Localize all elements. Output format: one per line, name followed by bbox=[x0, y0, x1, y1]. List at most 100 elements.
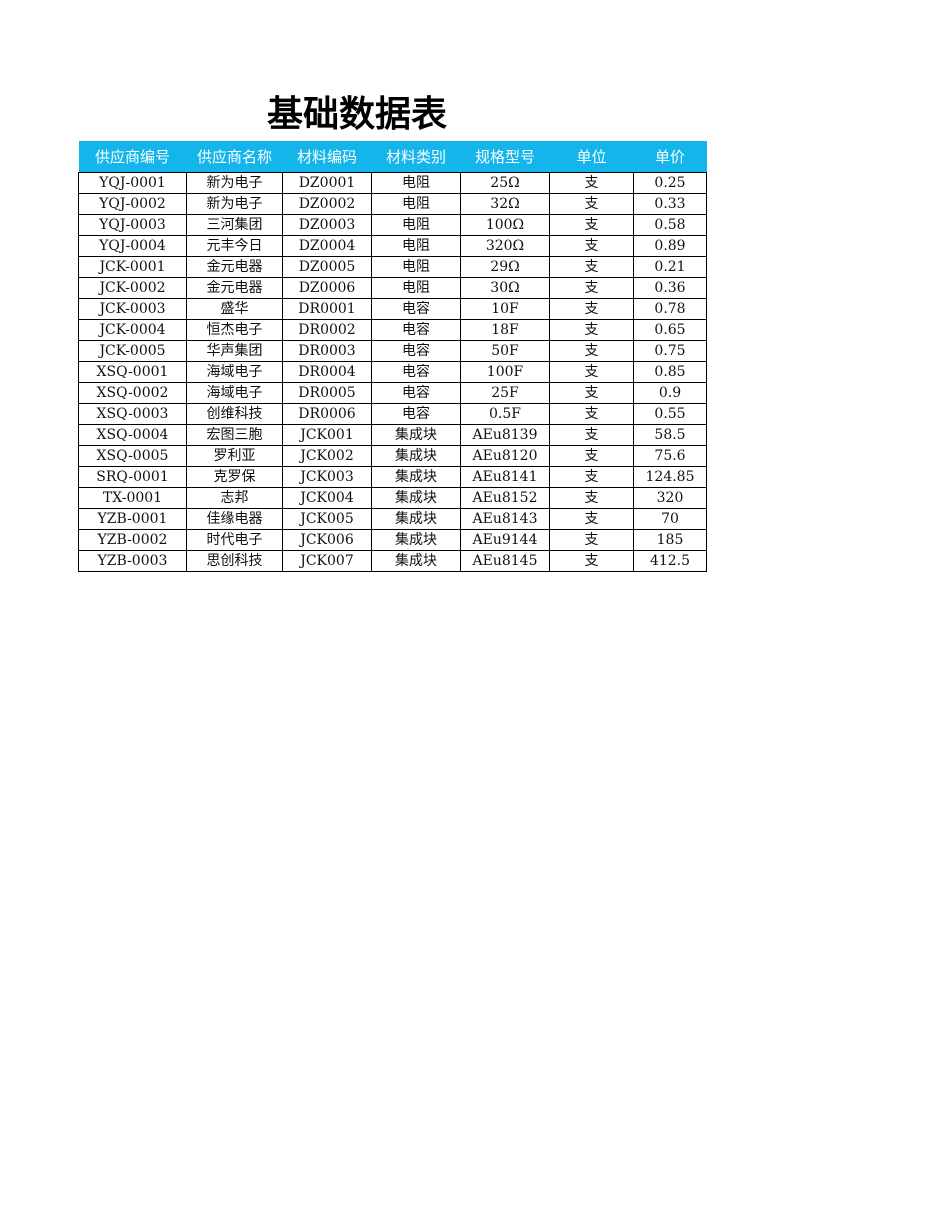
cell-material-category[interactable]: 电阻 bbox=[371, 172, 461, 194]
cell-material-code[interactable]: JCK006 bbox=[282, 529, 372, 551]
cell-unit-price[interactable]: 0.75 bbox=[633, 340, 707, 362]
cell-unit-price[interactable]: 0.89 bbox=[633, 235, 707, 257]
cell-material-code[interactable]: DZ0002 bbox=[282, 193, 372, 215]
cell-supplier-name[interactable]: 时代电子 bbox=[186, 529, 283, 551]
cell-unit[interactable]: 支 bbox=[549, 298, 634, 320]
cell-specification[interactable]: AEu8152 bbox=[460, 487, 550, 509]
cell-material-category[interactable]: 电容 bbox=[371, 382, 461, 404]
cell-specification[interactable]: AEu8143 bbox=[460, 508, 550, 530]
cell-supplier-name[interactable]: 海域电子 bbox=[186, 361, 283, 383]
cell-unit[interactable]: 支 bbox=[549, 508, 634, 530]
cell-unit[interactable]: 支 bbox=[549, 319, 634, 341]
cell-supplier-id[interactable]: YZB-0001 bbox=[78, 508, 187, 530]
cell-specification[interactable]: 32Ω bbox=[460, 193, 550, 215]
cell-unit-price[interactable]: 185 bbox=[633, 529, 707, 551]
cell-specification[interactable]: 18F bbox=[460, 319, 550, 341]
cell-specification[interactable]: 0.5F bbox=[460, 403, 550, 425]
cell-material-code[interactable]: JCK005 bbox=[282, 508, 372, 530]
cell-supplier-name[interactable]: 金元电器 bbox=[186, 277, 283, 299]
cell-unit-price[interactable]: 0.85 bbox=[633, 361, 707, 383]
cell-supplier-name[interactable]: 新为电子 bbox=[186, 193, 283, 215]
cell-unit[interactable]: 支 bbox=[549, 424, 634, 446]
cell-supplier-id[interactable]: YQJ-0004 bbox=[78, 235, 187, 257]
cell-unit[interactable]: 支 bbox=[549, 529, 634, 551]
cell-specification[interactable]: AEu8139 bbox=[460, 424, 550, 446]
cell-supplier-id[interactable]: TX-0001 bbox=[78, 487, 187, 509]
cell-specification[interactable]: AEu9144 bbox=[460, 529, 550, 551]
cell-supplier-name[interactable]: 宏图三胞 bbox=[186, 424, 283, 446]
cell-material-category[interactable]: 集成块 bbox=[371, 445, 461, 467]
cell-supplier-id[interactable]: XSQ-0002 bbox=[78, 382, 187, 404]
cell-material-code[interactable]: DZ0001 bbox=[282, 172, 372, 194]
cell-supplier-name[interactable]: 创维科技 bbox=[186, 403, 283, 425]
cell-specification[interactable]: 320Ω bbox=[460, 235, 550, 257]
cell-material-code[interactable]: DR0006 bbox=[282, 403, 372, 425]
cell-supplier-id[interactable]: SRQ-0001 bbox=[78, 466, 187, 488]
cell-supplier-id[interactable]: YQJ-0003 bbox=[78, 214, 187, 236]
cell-unit-price[interactable]: 70 bbox=[633, 508, 707, 530]
cell-supplier-name[interactable]: 志邦 bbox=[186, 487, 283, 509]
cell-supplier-id[interactable]: YZB-0003 bbox=[78, 550, 187, 572]
cell-specification[interactable]: AEu8120 bbox=[460, 445, 550, 467]
cell-unit-price[interactable]: 0.78 bbox=[633, 298, 707, 320]
cell-supplier-id[interactable]: XSQ-0005 bbox=[78, 445, 187, 467]
cell-material-code[interactable]: DZ0004 bbox=[282, 235, 372, 257]
cell-specification[interactable]: AEu8141 bbox=[460, 466, 550, 488]
cell-unit[interactable]: 支 bbox=[549, 193, 634, 215]
cell-specification[interactable]: 30Ω bbox=[460, 277, 550, 299]
cell-unit-price[interactable]: 0.55 bbox=[633, 403, 707, 425]
cell-unit[interactable]: 支 bbox=[549, 214, 634, 236]
cell-unit-price[interactable]: 0.65 bbox=[633, 319, 707, 341]
cell-specification[interactable]: 25Ω bbox=[460, 172, 550, 194]
cell-supplier-id[interactable]: JCK-0002 bbox=[78, 277, 187, 299]
cell-supplier-id[interactable]: YQJ-0002 bbox=[78, 193, 187, 215]
cell-material-category[interactable]: 集成块 bbox=[371, 487, 461, 509]
cell-material-code[interactable]: JCK002 bbox=[282, 445, 372, 467]
cell-specification[interactable]: 10F bbox=[460, 298, 550, 320]
cell-unit[interactable]: 支 bbox=[549, 340, 634, 362]
cell-unit[interactable]: 支 bbox=[549, 550, 634, 572]
cell-unit[interactable]: 支 bbox=[549, 277, 634, 299]
cell-material-code[interactable]: JCK003 bbox=[282, 466, 372, 488]
cell-unit-price[interactable]: 0.36 bbox=[633, 277, 707, 299]
cell-unit[interactable]: 支 bbox=[549, 256, 634, 278]
cell-material-category[interactable]: 电阻 bbox=[371, 277, 461, 299]
cell-unit[interactable]: 支 bbox=[549, 172, 634, 194]
cell-material-category[interactable]: 电容 bbox=[371, 298, 461, 320]
cell-material-code[interactable]: JCK004 bbox=[282, 487, 372, 509]
cell-material-category[interactable]: 集成块 bbox=[371, 508, 461, 530]
cell-supplier-id[interactable]: XSQ-0001 bbox=[78, 361, 187, 383]
cell-material-category[interactable]: 电阻 bbox=[371, 193, 461, 215]
cell-unit-price[interactable]: 0.58 bbox=[633, 214, 707, 236]
cell-material-category[interactable]: 电容 bbox=[371, 361, 461, 383]
cell-specification[interactable]: 100F bbox=[460, 361, 550, 383]
cell-supplier-name[interactable]: 新为电子 bbox=[186, 172, 283, 194]
cell-specification[interactable]: 25F bbox=[460, 382, 550, 404]
cell-supplier-id[interactable]: YZB-0002 bbox=[78, 529, 187, 551]
cell-supplier-name[interactable]: 盛华 bbox=[186, 298, 283, 320]
cell-supplier-name[interactable]: 元丰今日 bbox=[186, 235, 283, 257]
cell-unit[interactable]: 支 bbox=[549, 361, 634, 383]
cell-material-category[interactable]: 电阻 bbox=[371, 235, 461, 257]
cell-unit-price[interactable]: 0.33 bbox=[633, 193, 707, 215]
cell-material-category[interactable]: 集成块 bbox=[371, 529, 461, 551]
cell-unit[interactable]: 支 bbox=[549, 466, 634, 488]
cell-material-code[interactable]: DR0004 bbox=[282, 361, 372, 383]
cell-material-category[interactable]: 电阻 bbox=[371, 256, 461, 278]
cell-unit-price[interactable]: 75.6 bbox=[633, 445, 707, 467]
cell-material-code[interactable]: JCK001 bbox=[282, 424, 372, 446]
cell-material-category[interactable]: 电容 bbox=[371, 403, 461, 425]
cell-supplier-name[interactable]: 金元电器 bbox=[186, 256, 283, 278]
cell-material-code[interactable]: DZ0006 bbox=[282, 277, 372, 299]
cell-supplier-id[interactable]: JCK-0005 bbox=[78, 340, 187, 362]
cell-supplier-name[interactable]: 克罗保 bbox=[186, 466, 283, 488]
cell-unit[interactable]: 支 bbox=[549, 403, 634, 425]
cell-unit-price[interactable]: 0.9 bbox=[633, 382, 707, 404]
cell-unit[interactable]: 支 bbox=[549, 235, 634, 257]
cell-specification[interactable]: 29Ω bbox=[460, 256, 550, 278]
cell-specification[interactable]: 50F bbox=[460, 340, 550, 362]
cell-material-category[interactable]: 集成块 bbox=[371, 424, 461, 446]
cell-supplier-id[interactable]: JCK-0003 bbox=[78, 298, 187, 320]
cell-unit-price[interactable]: 0.21 bbox=[633, 256, 707, 278]
cell-unit[interactable]: 支 bbox=[549, 445, 634, 467]
